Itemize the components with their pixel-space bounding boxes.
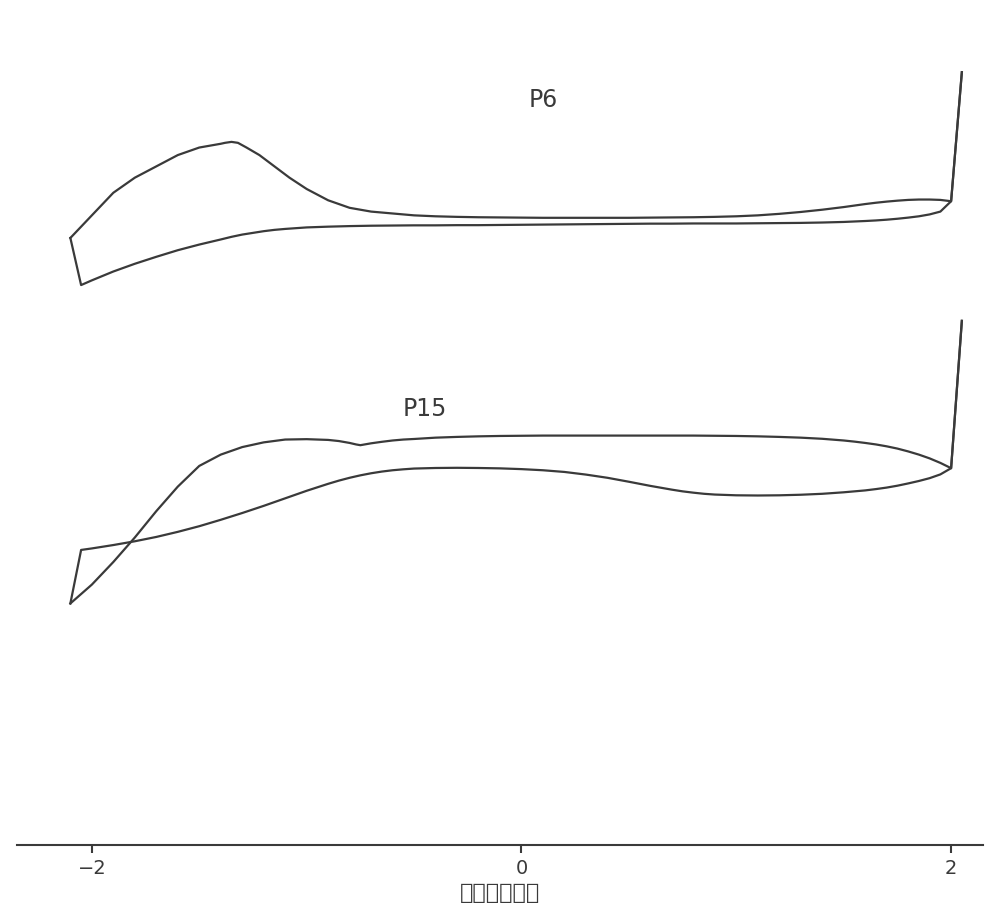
X-axis label: 电位（伏特）: 电位（伏特） <box>460 882 540 902</box>
Text: P6: P6 <box>528 87 558 111</box>
Text: P15: P15 <box>403 396 447 420</box>
